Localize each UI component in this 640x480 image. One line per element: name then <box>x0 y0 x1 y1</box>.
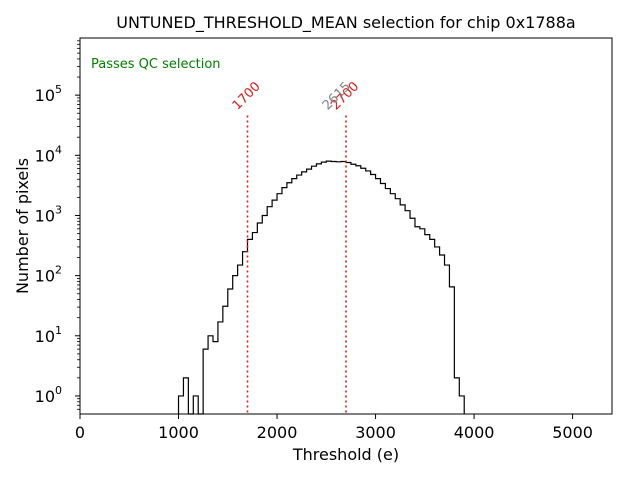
plot-area <box>79 37 613 415</box>
chart-title: UNTUNED_THRESHOLD_MEAN selection for chi… <box>116 13 575 33</box>
histogram-bars <box>177 160 465 415</box>
y-tick-exponent: 5 <box>55 83 62 96</box>
y-tick-exponent: 2 <box>55 264 62 277</box>
y-tick-label: 101 <box>35 324 62 346</box>
y-tick-exponent: 4 <box>55 143 62 156</box>
y-axis-label: Number of pixels <box>13 158 32 294</box>
histogram-outline <box>177 160 465 415</box>
x-tick-label: 2000 <box>257 423 298 442</box>
y-tick-exponent: 3 <box>55 203 62 216</box>
plot-frame <box>79 37 613 415</box>
x-tick-label: 0 <box>75 423 85 442</box>
x-tick-label: 4000 <box>454 423 495 442</box>
y-tick-label: 103 <box>35 203 62 225</box>
y-tick-label: 104 <box>35 143 62 165</box>
x-tick-label: 3000 <box>355 423 396 442</box>
selection-line-label: 1700 <box>230 79 264 113</box>
x-axis: 0 1000 2000 3000 4000 5000 <box>75 414 593 442</box>
x-tick-label: 1000 <box>158 423 199 442</box>
y-tick-exponent: 0 <box>55 384 62 397</box>
y-tick-exponent: 1 <box>55 324 62 337</box>
qc-status-text: Passes QC selection <box>91 57 221 72</box>
y-tick-label: 100 <box>35 384 62 406</box>
y-tick-label: 102 <box>35 264 62 286</box>
y-tick-label: 105 <box>35 83 62 105</box>
x-axis-label: Threshold (e) <box>292 445 399 464</box>
x-tick-label: 5000 <box>552 423 593 442</box>
